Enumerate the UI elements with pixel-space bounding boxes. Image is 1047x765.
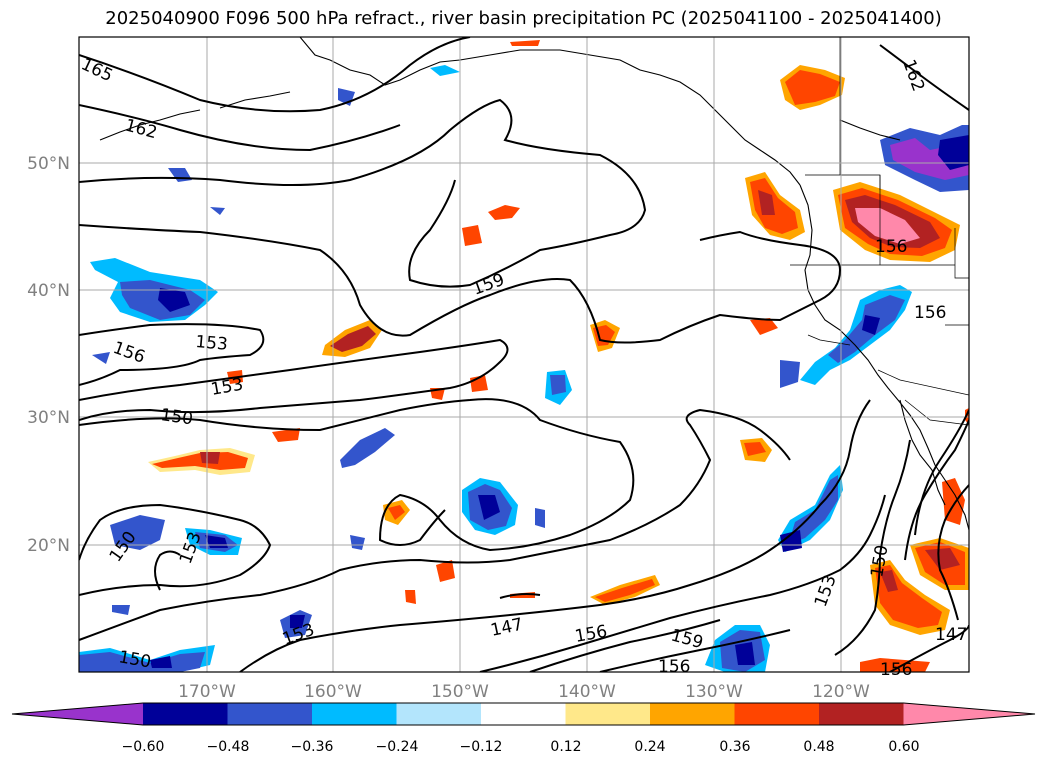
lat-tick-label: 30°N xyxy=(27,408,70,428)
colorbar-tick-label: 0.12 xyxy=(550,739,581,755)
colorbar-tick-label: −0.36 xyxy=(291,739,334,755)
lon-tick-label: 120°W xyxy=(812,682,870,702)
colorbar-tick-label: −0.60 xyxy=(122,739,165,755)
lon-tick-label: 160°W xyxy=(304,682,362,702)
colorbar-ticks: −0.60 −0.48 −0.36 −0.24 −0.12 0.12 0.24 … xyxy=(122,739,920,755)
colorbar-tick-label: 0.60 xyxy=(888,739,919,755)
contour-label: 150 xyxy=(159,405,194,429)
borders xyxy=(790,37,969,426)
lat-tick-label: 40°N xyxy=(27,281,70,301)
contour-label: 153 xyxy=(195,332,229,355)
gridlines xyxy=(79,37,969,672)
lon-tick-label: 150°W xyxy=(431,682,489,702)
contour-label: 147 xyxy=(935,625,967,645)
colorbar-tick-label: −0.12 xyxy=(460,739,503,755)
colorbar-segment xyxy=(396,703,482,725)
colorbar-segment xyxy=(481,703,566,725)
lat-tick-label: 50°N xyxy=(27,154,70,174)
longitude-labels: 170°W 160°W 150°W 140°W 130°W 120°W xyxy=(178,682,870,702)
refractivity-contours xyxy=(79,37,969,672)
lon-tick-label: 140°W xyxy=(558,682,616,702)
colorbar-tick-label: 0.36 xyxy=(719,739,750,755)
colorbar-segment xyxy=(819,703,904,725)
colorbar-tick-label: −0.48 xyxy=(207,739,250,755)
latitude-labels: 50°N 40°N 30°N 20°N xyxy=(27,154,70,556)
map-title: 2025040900 F096 500 hPa refract., river … xyxy=(105,8,942,29)
colorbar-segment xyxy=(650,703,735,725)
lon-tick-label: 170°W xyxy=(178,682,236,702)
colorbar-segment xyxy=(734,703,820,725)
colorbar-segment xyxy=(227,703,313,725)
colorbar-segment xyxy=(143,703,228,725)
contour-label: 156 xyxy=(658,657,690,677)
lon-tick-label: 130°W xyxy=(685,682,743,702)
colorbar-segments xyxy=(11,702,1036,726)
lat-tick-label: 20°N xyxy=(27,536,70,556)
colorbar-tick-label: 0.24 xyxy=(634,739,665,755)
colorbar: −0.60 −0.48 −0.36 −0.24 −0.12 0.12 0.24 … xyxy=(11,702,1036,755)
colorbar-tick-label: 0.48 xyxy=(803,739,834,755)
colorbar-outline xyxy=(11,702,1036,726)
colorbar-segment xyxy=(903,703,1035,725)
map-frame xyxy=(78,36,970,673)
contour-label: 156 xyxy=(880,660,912,680)
negative-anomaly-areas xyxy=(79,65,969,672)
contour-label: 156 xyxy=(875,237,907,257)
colorbar-segment xyxy=(312,703,397,725)
map-panel xyxy=(79,37,969,672)
contour-label: 156 xyxy=(914,303,946,323)
colorbar-segment xyxy=(565,703,651,725)
colorbar-tick-label: −0.24 xyxy=(376,739,419,755)
colorbar-segment xyxy=(12,703,143,725)
